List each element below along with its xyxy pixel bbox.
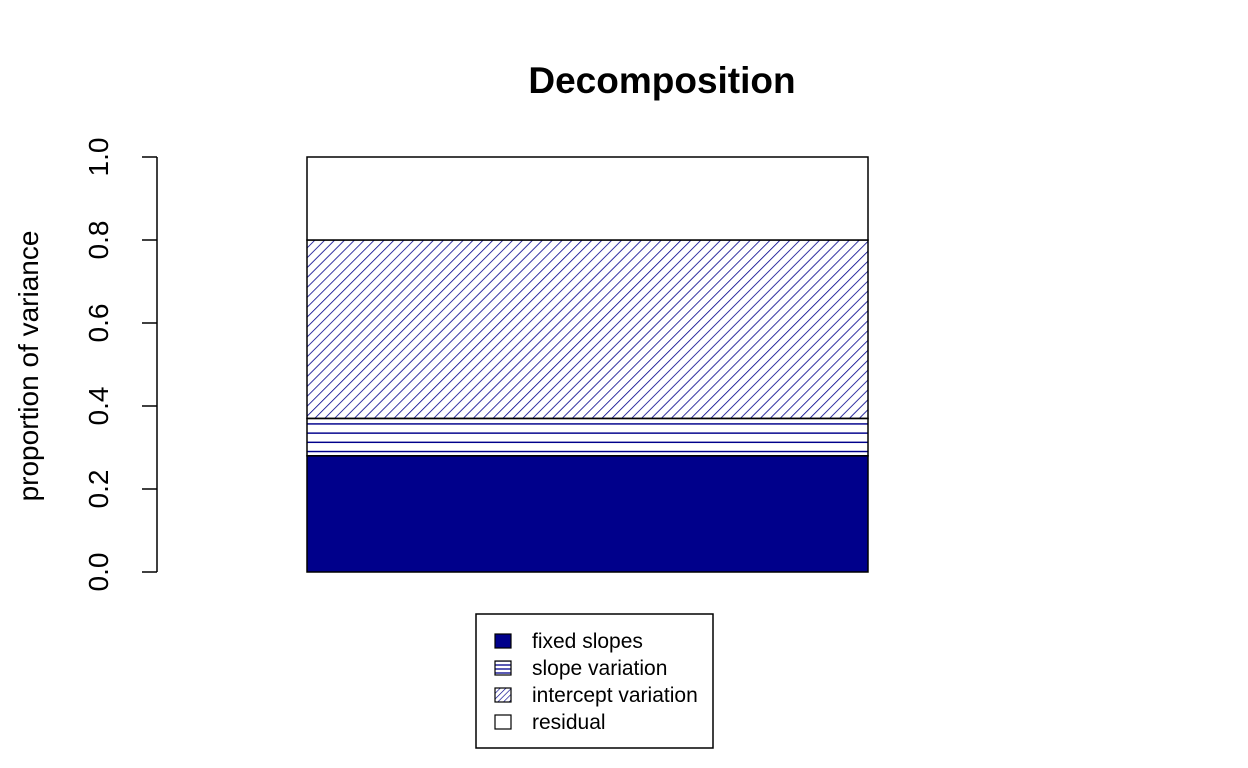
legend-swatch	[494, 633, 512, 649]
legend-label: intercept variation	[532, 684, 698, 707]
legend-label: slope variation	[532, 657, 667, 680]
legend-swatch	[494, 687, 512, 703]
legend-label: fixed slopes	[532, 630, 643, 653]
chart-title: Decomposition	[528, 60, 795, 101]
y-tick-label: 0.0	[83, 553, 114, 592]
bar-segment-fixed-slopes	[306, 455, 869, 573]
y-tick-label: 0.6	[83, 304, 114, 343]
y-axis: 0.0 0.2 0.4 0.6 0.8 1.0	[83, 138, 158, 592]
bar-segment-residual	[306, 156, 869, 241]
legend-swatch	[494, 660, 512, 676]
bar-segment-intercept-variation	[306, 239, 869, 420]
y-axis-label: proportion of variance	[13, 231, 44, 502]
legend: fixed slopes slope variation intercept var…	[475, 613, 714, 749]
legend-box	[475, 613, 714, 749]
y-tick-label: 1.0	[83, 138, 114, 177]
y-tick-label: 0.8	[83, 221, 114, 260]
y-tick-label: 0.2	[83, 470, 114, 509]
y-tick-label: 0.4	[83, 387, 114, 426]
legend-swatch	[494, 714, 512, 730]
legend-label: residual	[532, 711, 606, 734]
bar-segment-slope-variation	[306, 417, 869, 457]
bar-stack	[306, 156, 869, 573]
